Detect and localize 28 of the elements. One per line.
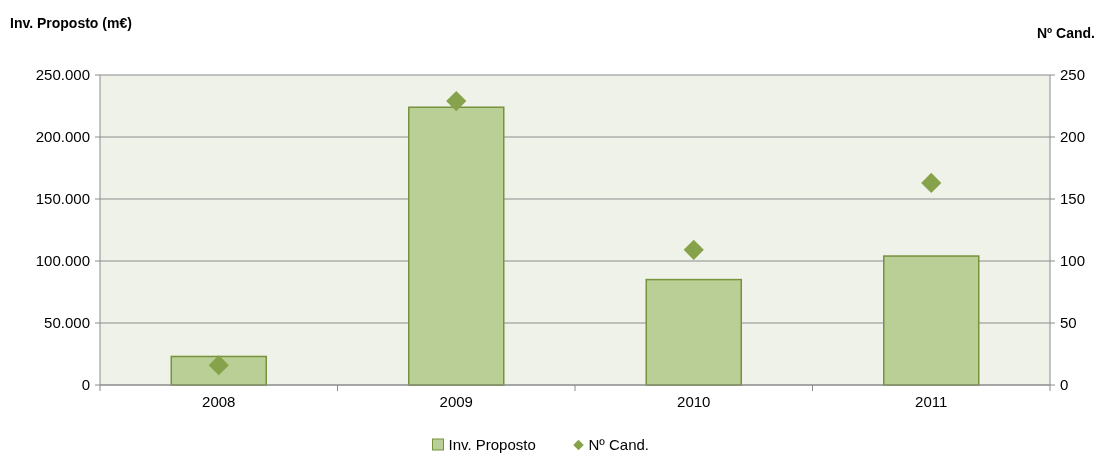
bar <box>645 278 742 386</box>
point <box>208 355 229 376</box>
bar <box>883 255 980 386</box>
x-tick-label: 2008 <box>202 393 236 410</box>
y2-tick-label: 250 <box>1060 66 1086 84</box>
y2-axis-title: Nº Cand. <box>1036 25 1095 41</box>
y2-tick-label: 50 <box>1060 314 1077 332</box>
x-tick-label: 2011 <box>915 393 948 410</box>
y-tick-label: 50.000 <box>44 314 90 332</box>
y-tick-label: 100.000 <box>35 252 90 270</box>
bar <box>408 106 505 386</box>
x-tick-label: 2010 <box>677 393 711 410</box>
y2-tick-label: 150 <box>1060 190 1086 208</box>
bar <box>170 355 267 386</box>
point <box>446 90 467 112</box>
y2-tick-label: 100 <box>1060 252 1086 270</box>
y-axis-title: Inv. Proposto (m€) <box>10 15 132 31</box>
point <box>683 239 704 260</box>
point <box>921 172 942 193</box>
legend-label: Nº Cand. <box>588 436 650 454</box>
y-tick-label: 200.000 <box>35 128 90 146</box>
y2-tick-label: 200 <box>1060 128 1086 146</box>
x-tick-label: 2009 <box>439 393 473 410</box>
legend-label: Inv. Proposto <box>448 436 536 454</box>
y2-tick-label: 0 <box>1060 376 1069 394</box>
y-tick-label: 0 <box>81 376 90 394</box>
y-tick-label: 250.000 <box>35 66 90 84</box>
y-tick-label: 150.000 <box>35 190 90 208</box>
